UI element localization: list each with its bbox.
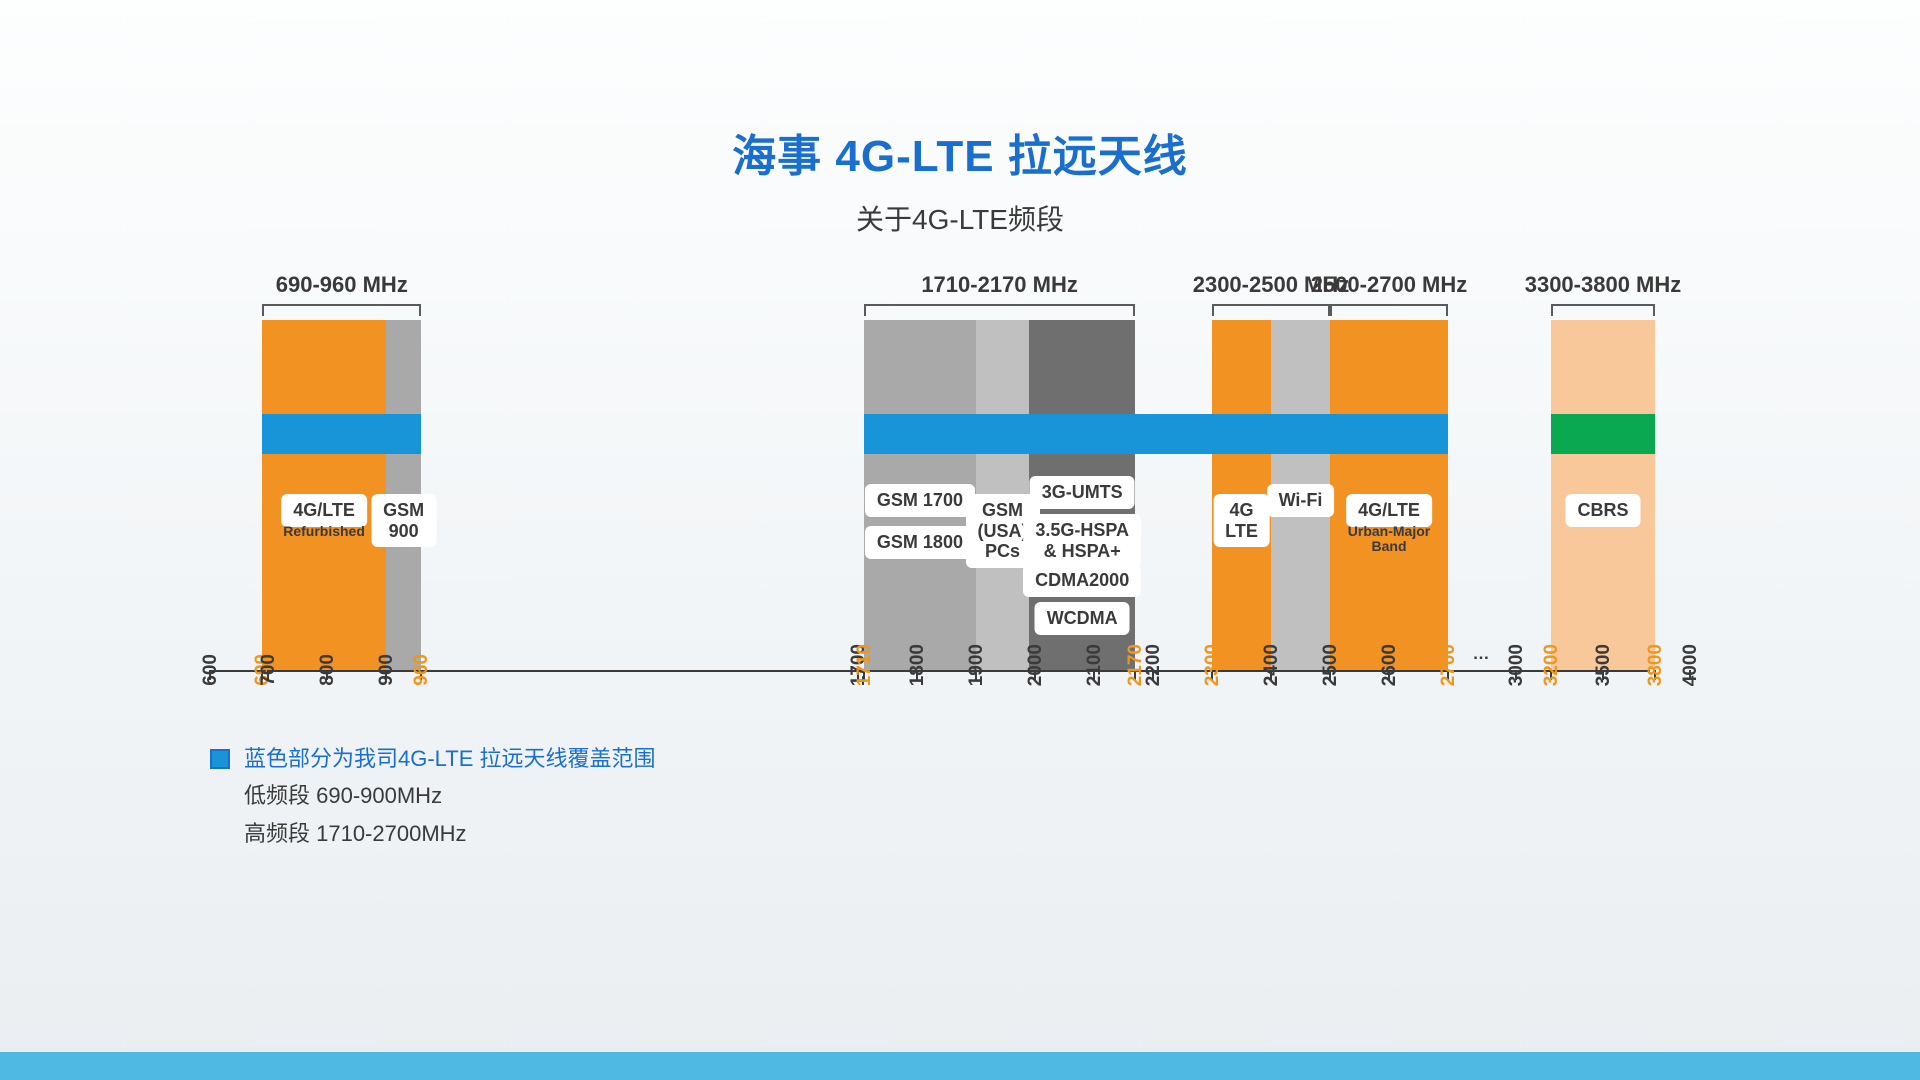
axis-tick-label: 1900 xyxy=(966,644,988,686)
axis-tick-label: 2700 xyxy=(1438,644,1460,686)
tech-sublabel: Urban-MajorBand xyxy=(1348,524,1430,555)
band-bracket-label: 3300-3800 MHz xyxy=(1525,272,1682,298)
axis-tick-label: 3200 xyxy=(1541,644,1563,686)
coverage-bar xyxy=(864,414,1448,454)
band-bracket xyxy=(262,304,421,316)
tech-label: GSM 1700 xyxy=(865,484,975,517)
axis-tick-label: 2400 xyxy=(1261,644,1283,686)
band-bracket xyxy=(1330,304,1448,316)
page-title: 海事 4G-LTE 拉远天线 xyxy=(0,120,1920,184)
tech-label: 3.5G-HSPA& HSPA+ xyxy=(1023,514,1141,567)
tech-label: GSM 1800 xyxy=(865,526,975,559)
axis-tick-label: 2600 xyxy=(1379,644,1401,686)
page-subtitle: 关于4G-LTE频段 xyxy=(0,198,1920,238)
band-bracket xyxy=(1212,304,1330,316)
axis-tick-label: 960 xyxy=(411,654,433,686)
legend-text-1: 蓝色部分为我司4G-LTE 拉远天线覆盖范围 xyxy=(244,740,656,777)
tech-sublabel: Refurbished xyxy=(283,524,365,539)
axis-tick-label: 900 xyxy=(376,654,398,686)
axis-tick-label: 800 xyxy=(317,654,339,686)
axis-tick-label: 2100 xyxy=(1084,644,1106,686)
axis-ellipsis: … xyxy=(1473,644,1492,664)
green-bar xyxy=(1551,414,1655,454)
axis-tick-label: 2000 xyxy=(1025,644,1047,686)
axis-tick-label: 3800 xyxy=(1645,644,1667,686)
band-bracket-label: 2500-2700 MHz xyxy=(1311,272,1468,298)
axis-tick-label: 1800 xyxy=(907,644,929,686)
footer-bar xyxy=(0,1052,1920,1080)
tech-label: CDMA2000 xyxy=(1023,564,1141,597)
band-bracket xyxy=(864,304,1135,316)
axis-tick-label: 2300 xyxy=(1202,644,1224,686)
tech-label: 4G/LTE xyxy=(281,494,367,527)
legend-text-3: 高频段 1710-2700MHz xyxy=(244,815,656,852)
tech-label: 3G-UMTS xyxy=(1030,476,1135,509)
axis-tick-label: 2200 xyxy=(1143,644,1165,686)
band-bracket-label: 690-960 MHz xyxy=(276,272,408,298)
tech-label: CBRS xyxy=(1565,494,1640,527)
tech-label: 4G/LTE xyxy=(1346,494,1432,527)
frequency-chart: 690-960 MHz1710-2170 MHz2300-2500 MHz250… xyxy=(210,280,1650,720)
axis-tick-label: 3500 xyxy=(1593,644,1615,686)
band-bracket-label: 1710-2170 MHz xyxy=(921,272,1078,298)
coverage-bar xyxy=(262,414,421,454)
axis-tick-label: 1710 xyxy=(854,644,876,686)
tech-label: WCDMA xyxy=(1035,602,1130,635)
legend: 蓝色部分为我司4G-LTE 拉远天线覆盖范围 低频段 690-900MHz 高频… xyxy=(210,740,656,852)
band-bracket xyxy=(1551,304,1655,316)
legend-text-2: 低频段 690-900MHz xyxy=(244,777,656,814)
legend-swatch-icon xyxy=(210,749,230,769)
axis-tick-label: 2500 xyxy=(1320,644,1342,686)
axis-tick-label: 4000 xyxy=(1680,644,1702,686)
axis-tick-label: 700 xyxy=(258,654,280,686)
axis-tick-label: 3000 xyxy=(1506,644,1528,686)
axis-tick-label: 600 xyxy=(200,654,222,686)
slide: 海事 4G-LTE 拉远天线 关于4G-LTE频段 690-960 MHz171… xyxy=(0,0,1920,1080)
tech-label: Wi-Fi xyxy=(1267,484,1335,517)
tech-label: GSM900 xyxy=(371,494,436,547)
tech-label: 4GLTE xyxy=(1213,494,1270,547)
